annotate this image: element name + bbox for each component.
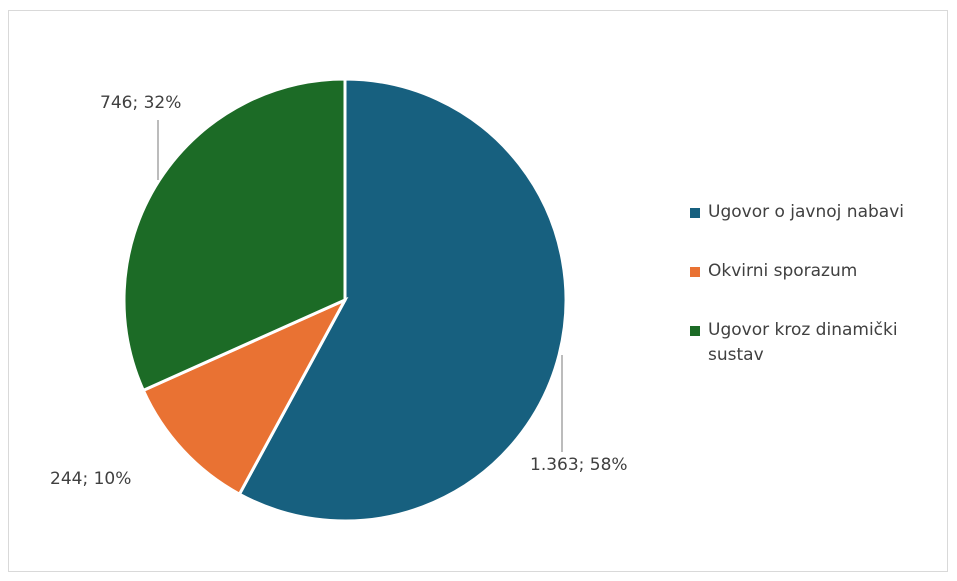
legend-item-okvirni-sporazum: Okvirni sporazum	[690, 259, 952, 284]
data-label-1: 244; 10%	[50, 469, 131, 489]
pie-slice-0	[237, 77, 568, 523]
legend-swatch	[690, 326, 700, 336]
legend-item-javna-nabava: Ugovor o javnoj nabavi	[690, 200, 952, 225]
data-label-2: 746; 32%	[100, 93, 181, 113]
legend-item-dinamicki-sustav: Ugovor kroz dinamički sustav	[690, 318, 952, 368]
legend: Ugovor o javnoj nabavi Okvirni sporazum …	[690, 200, 952, 402]
legend-label: Ugovor o javnoj nabavi	[708, 202, 904, 222]
legend-label: Okvirni sporazum	[708, 261, 858, 281]
pie-slice-1	[141, 296, 349, 497]
legend-swatch	[690, 208, 700, 218]
legend-swatch	[690, 267, 700, 277]
legend-label: Ugovor kroz dinamički sustav	[708, 320, 898, 365]
pie-slice-2	[122, 77, 347, 393]
data-label-0: 1.363; 58%	[530, 455, 628, 475]
